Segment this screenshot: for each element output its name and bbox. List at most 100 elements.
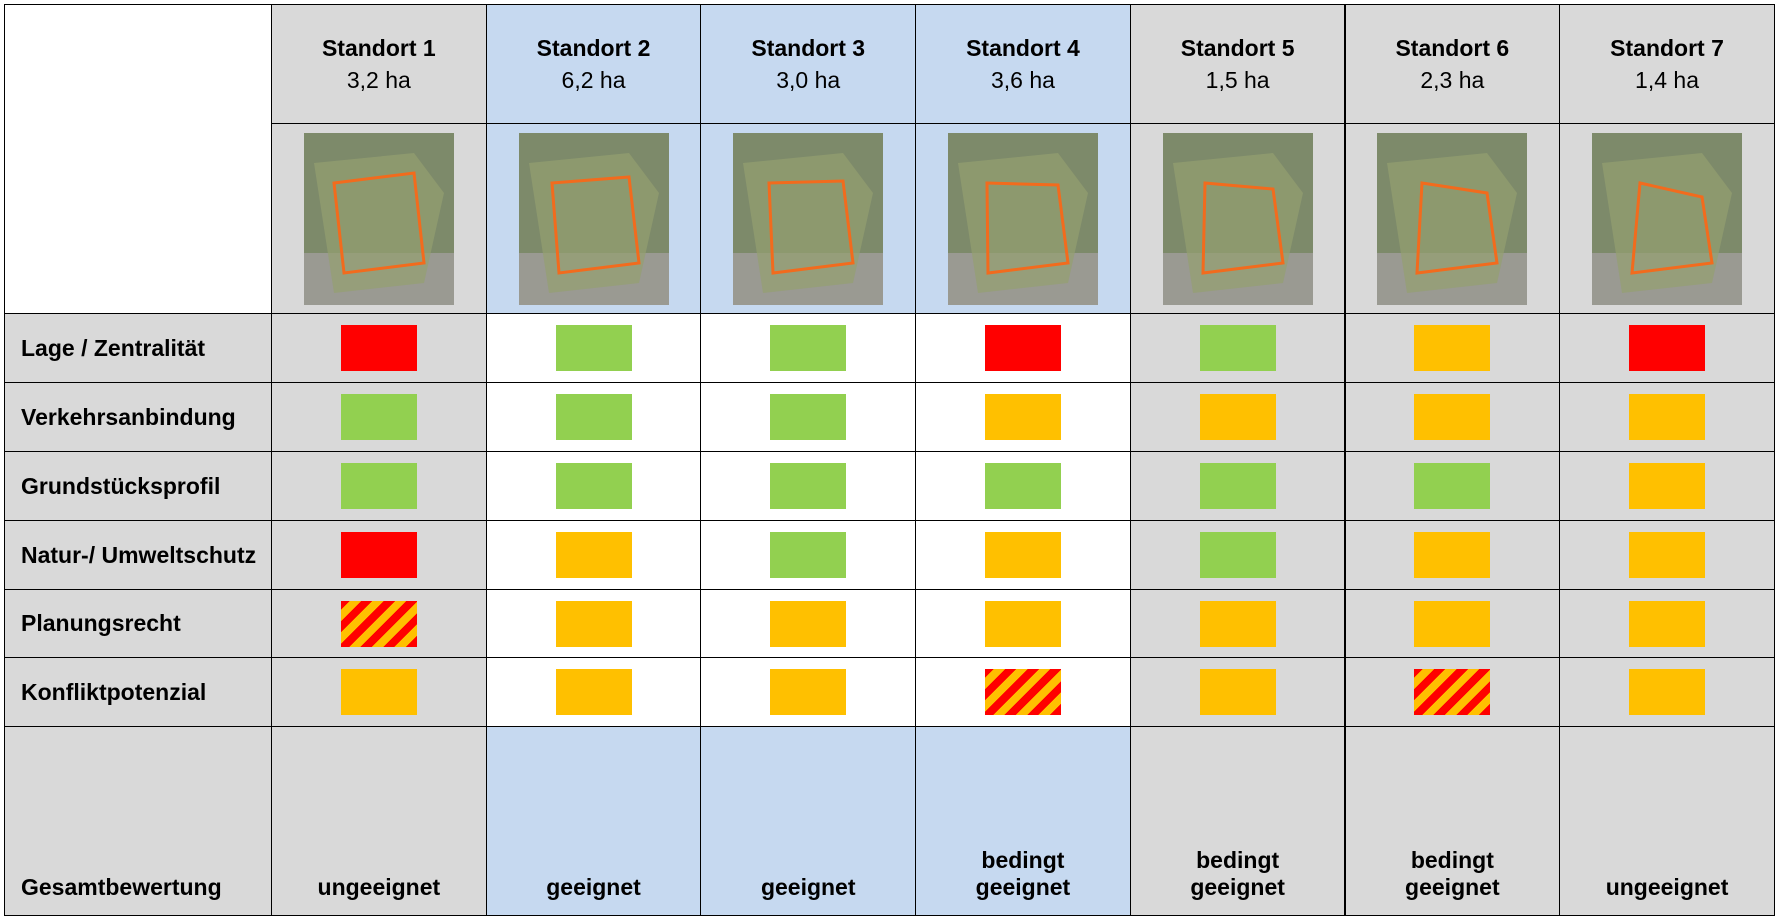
aerial-image: [1377, 133, 1527, 305]
overall-cell: bedingt geeignet: [1130, 726, 1346, 916]
site-image-cell: [271, 123, 487, 314]
overall-value: bedingt geeignet: [1181, 847, 1295, 901]
site-header: Standort 51,5 ha: [1130, 4, 1346, 124]
aerial-image: [519, 133, 669, 305]
overall-value: bedingt geeignet: [1396, 847, 1510, 901]
site-image-cell: [486, 123, 702, 314]
rating: [1414, 325, 1490, 371]
rating-cell: [486, 451, 702, 521]
rating-cell: [1130, 657, 1346, 727]
rating-cell: [1559, 589, 1775, 658]
overall-label: Gesamtbewertung: [4, 726, 272, 916]
rating-cell: [271, 313, 487, 383]
rating-cell: [1345, 451, 1561, 521]
rating-cell: [271, 657, 487, 727]
rating-cell: [271, 451, 487, 521]
rating-cell: [1345, 382, 1561, 452]
site-header: Standort 43,6 ha: [915, 4, 1131, 124]
overall-label: Gesamtbewertung: [21, 874, 222, 901]
rating-cell: [1130, 382, 1346, 452]
rating: [985, 669, 1061, 715]
site-area: 6,2 ha: [562, 64, 626, 96]
rating: [1629, 532, 1705, 578]
aerial-image: [1163, 133, 1313, 305]
site-header: Standort 26,2 ha: [486, 4, 702, 124]
rating-cell: [1130, 589, 1346, 658]
site-image-cell: [1130, 123, 1346, 314]
site-image-cell: [915, 123, 1131, 314]
rating: [556, 463, 632, 509]
overall-value: ungeeignet: [318, 874, 441, 901]
criterion-label: Konfliktpotenzial: [4, 657, 272, 727]
overall-cell: geeignet: [486, 726, 702, 916]
criterion-label: Verkehrsanbindung: [21, 404, 236, 431]
rating: [341, 394, 417, 440]
rating-cell: [700, 382, 916, 452]
overall-value: ungeeignet: [1606, 874, 1729, 901]
site-area: 2,3 ha: [1420, 64, 1484, 96]
aerial-image: [304, 133, 454, 305]
rating: [1200, 601, 1276, 647]
rating-cell: [1559, 451, 1775, 521]
rating-cell: [1559, 520, 1775, 590]
rating-cell: [700, 313, 916, 383]
rating-cell: [271, 589, 487, 658]
rating: [1414, 532, 1490, 578]
site-image-cell: [700, 123, 916, 314]
rating: [341, 601, 417, 647]
rating: [985, 601, 1061, 647]
rating-cell: [1559, 657, 1775, 727]
rating-cell: [271, 382, 487, 452]
rating: [341, 463, 417, 509]
criterion-label: Konfliktpotenzial: [21, 679, 206, 706]
rating: [341, 669, 417, 715]
rating: [1200, 394, 1276, 440]
rating: [1200, 532, 1276, 578]
site-header: Standort 62,3 ha: [1345, 4, 1561, 124]
criterion-label: Grundstücksprofil: [21, 473, 220, 500]
site-area: 3,2 ha: [347, 64, 411, 96]
rating-cell: [1345, 520, 1561, 590]
rating: [556, 669, 632, 715]
rating: [770, 669, 846, 715]
overall-value: bedingt geeignet: [966, 847, 1080, 901]
overall-cell: ungeeignet: [271, 726, 487, 916]
rating: [770, 463, 846, 509]
rating-cell: [1345, 589, 1561, 658]
criterion-label: Planungsrecht: [21, 610, 181, 637]
rating: [985, 463, 1061, 509]
site-name: Standort 3: [751, 32, 865, 64]
rating-cell: [486, 520, 702, 590]
rating: [1200, 325, 1276, 371]
rating: [770, 325, 846, 371]
site-header: Standort 71,4 ha: [1559, 4, 1775, 124]
site-area: 3,0 ha: [776, 64, 840, 96]
rating-cell: [915, 451, 1131, 521]
rating: [770, 394, 846, 440]
site-name: Standort 4: [966, 32, 1080, 64]
rating-cell: [1345, 657, 1561, 727]
rating: [1629, 669, 1705, 715]
rating-cell: [915, 520, 1131, 590]
rating: [1200, 669, 1276, 715]
site-header: Standort 33,0 ha: [700, 4, 916, 124]
criterion-label: Natur-/ Umweltschutz: [4, 520, 272, 590]
rating-cell: [486, 313, 702, 383]
criterion-label: Lage / Zentralität: [21, 335, 205, 362]
site-name: Standort 7: [1610, 32, 1724, 64]
rating-cell: [700, 589, 916, 658]
aerial-image: [948, 133, 1098, 305]
site-area: 1,4 ha: [1635, 64, 1699, 96]
rating: [1414, 601, 1490, 647]
rating: [1629, 601, 1705, 647]
rating: [556, 532, 632, 578]
rating-cell: [271, 520, 487, 590]
rating: [556, 394, 632, 440]
overall-cell: bedingt geeignet: [915, 726, 1131, 916]
rating-cell: [486, 589, 702, 658]
criterion-label: Grundstücksprofil: [4, 451, 272, 521]
rating-cell: [915, 313, 1131, 383]
rating-cell: [1130, 313, 1346, 383]
site-name: Standort 1: [322, 32, 436, 64]
